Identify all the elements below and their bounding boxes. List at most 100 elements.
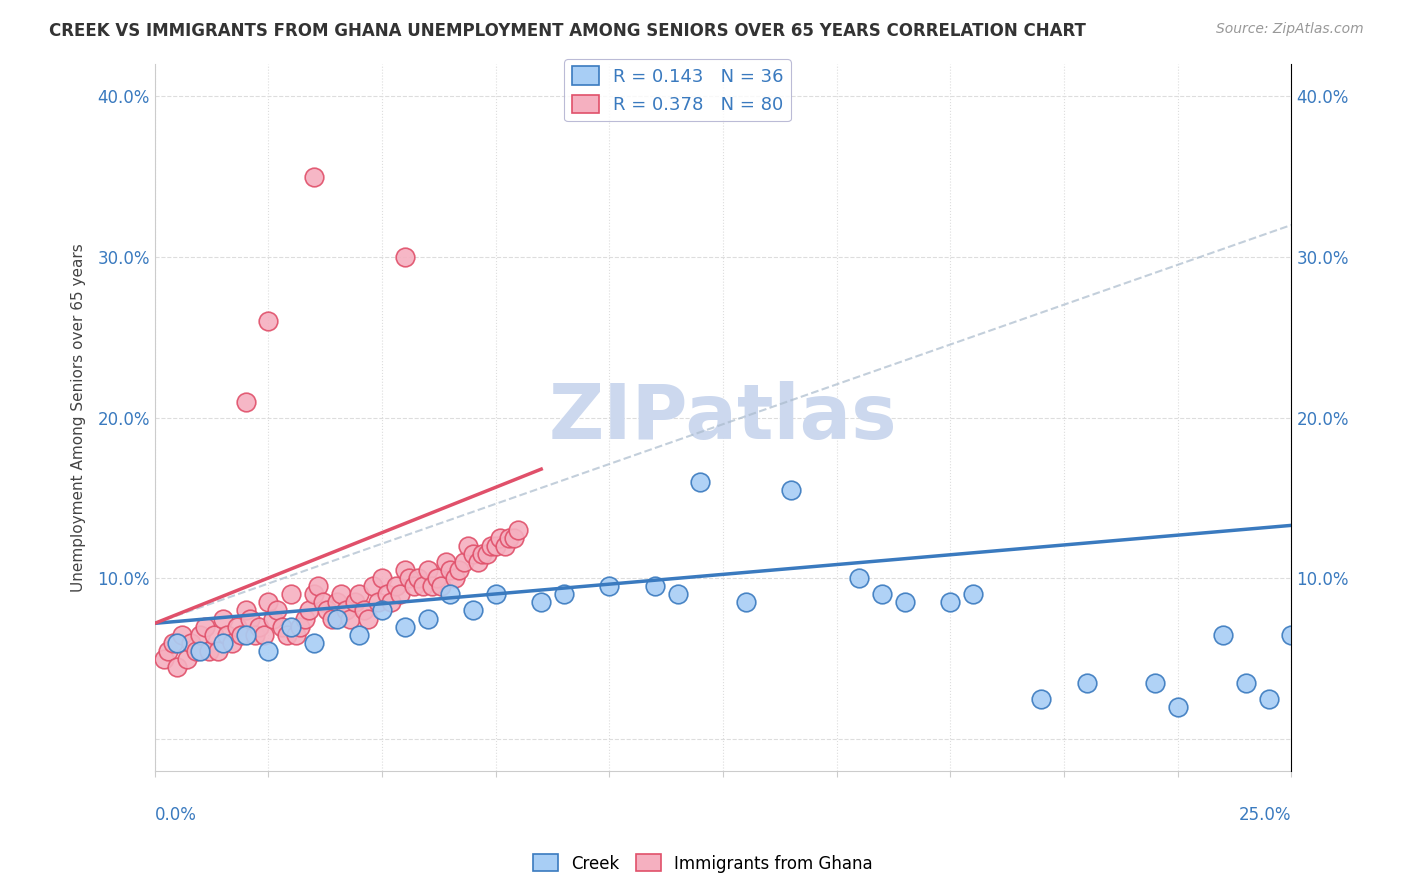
Point	[212, 611, 235, 625]
Point	[1031, 691, 1053, 706]
Point	[247, 619, 270, 633]
Point	[235, 627, 257, 641]
Point	[430, 579, 453, 593]
Point	[325, 595, 347, 609]
Point	[412, 579, 434, 593]
Point	[212, 635, 235, 649]
Point	[1144, 675, 1167, 690]
Point	[371, 571, 394, 585]
Point	[302, 169, 325, 184]
Point	[503, 531, 526, 545]
Point	[394, 250, 416, 264]
Point	[1281, 627, 1303, 641]
Point	[257, 643, 280, 657]
Point	[321, 611, 343, 625]
Point	[498, 531, 520, 545]
Point	[485, 587, 508, 601]
Point	[235, 394, 257, 409]
Point	[188, 643, 211, 657]
Point	[453, 555, 475, 569]
Point	[689, 475, 711, 489]
Point	[217, 627, 239, 641]
Point	[280, 619, 302, 633]
Point	[280, 587, 302, 601]
Point	[207, 643, 229, 657]
Point	[349, 627, 371, 641]
Point	[335, 603, 357, 617]
Point	[494, 539, 516, 553]
Point	[398, 571, 420, 585]
Point	[485, 539, 508, 553]
Point	[243, 627, 266, 641]
Point	[1212, 627, 1234, 641]
Point	[176, 651, 198, 665]
Point	[420, 579, 443, 593]
Text: 25.0%: 25.0%	[1239, 806, 1292, 824]
Point	[257, 595, 280, 609]
Point	[276, 627, 298, 641]
Point	[225, 619, 247, 633]
Point	[312, 595, 335, 609]
Point	[166, 659, 188, 673]
Point	[1234, 675, 1257, 690]
Point	[598, 579, 620, 593]
Point	[307, 579, 329, 593]
Point	[870, 587, 893, 601]
Point	[457, 539, 479, 553]
Point	[416, 611, 439, 625]
Point	[188, 627, 211, 641]
Point	[239, 611, 262, 625]
Point	[349, 587, 371, 601]
Point	[166, 635, 188, 649]
Point	[157, 643, 180, 657]
Point	[353, 603, 375, 617]
Point	[508, 523, 530, 537]
Point	[339, 611, 361, 625]
Point	[479, 539, 502, 553]
Point	[229, 627, 252, 641]
Point	[553, 587, 575, 601]
Point	[284, 627, 307, 641]
Y-axis label: Unemployment Among Seniors over 65 years: Unemployment Among Seniors over 65 years	[72, 244, 86, 592]
Point	[316, 603, 339, 617]
Point	[1257, 691, 1279, 706]
Point	[253, 627, 276, 641]
Point	[471, 547, 494, 561]
Point	[939, 595, 962, 609]
Point	[475, 547, 498, 561]
Point	[848, 571, 870, 585]
Point	[443, 571, 465, 585]
Point	[302, 587, 325, 601]
Text: Source: ZipAtlas.com: Source: ZipAtlas.com	[1216, 22, 1364, 37]
Point	[389, 587, 412, 601]
Point	[298, 603, 321, 617]
Point	[439, 587, 461, 601]
Point	[375, 587, 398, 601]
Legend: Creek, Immigrants from Ghana: Creek, Immigrants from Ghana	[526, 847, 880, 880]
Point	[153, 651, 176, 665]
Point	[194, 619, 217, 633]
Point	[434, 555, 457, 569]
Point	[449, 563, 471, 577]
Text: CREEK VS IMMIGRANTS FROM GHANA UNEMPLOYMENT AMONG SENIORS OVER 65 YEARS CORRELAT: CREEK VS IMMIGRANTS FROM GHANA UNEMPLOYM…	[49, 22, 1085, 40]
Point	[180, 635, 202, 649]
Point	[290, 619, 312, 633]
Point	[467, 555, 489, 569]
Point	[184, 643, 207, 657]
Point	[357, 611, 380, 625]
Point	[257, 314, 280, 328]
Point	[371, 603, 394, 617]
Point	[235, 603, 257, 617]
Text: ZIPatlas: ZIPatlas	[548, 381, 897, 455]
Point	[416, 563, 439, 577]
Point	[198, 643, 221, 657]
Point	[426, 571, 449, 585]
Point	[271, 619, 294, 633]
Point	[325, 611, 347, 625]
Point	[402, 579, 425, 593]
Point	[202, 627, 225, 641]
Point	[221, 635, 243, 649]
Point	[461, 603, 484, 617]
Point	[162, 635, 184, 649]
Point	[330, 587, 353, 601]
